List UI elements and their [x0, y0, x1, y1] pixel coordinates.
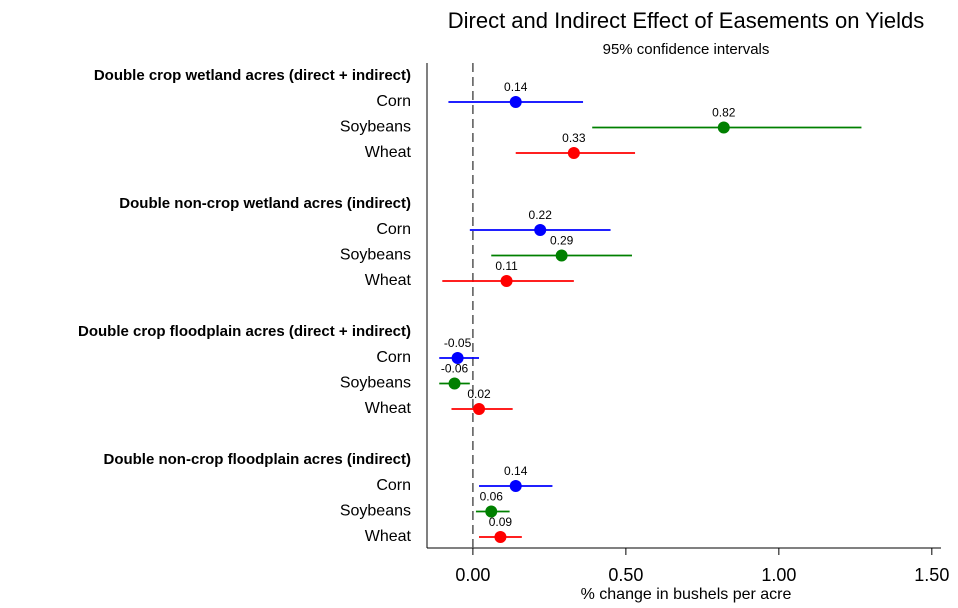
- value-label: 0.22: [529, 208, 553, 222]
- value-label: 0.14: [504, 80, 528, 94]
- x-tick-label: 0.00: [455, 565, 490, 585]
- row-label: Soybeans: [340, 503, 411, 520]
- estimate-point: [485, 505, 498, 518]
- x-axis-label: % change in bushels per acre: [581, 586, 792, 603]
- value-label: 0.06: [480, 490, 504, 504]
- estimate-point: [534, 224, 547, 236]
- estimate-point: [448, 377, 461, 390]
- value-label: -0.05: [444, 336, 472, 350]
- value-label: 0.29: [550, 234, 574, 248]
- value-label: 0.09: [489, 515, 513, 529]
- row-label: Corn: [376, 477, 411, 494]
- row-label: Wheat: [365, 272, 412, 289]
- estimate-point: [500, 275, 513, 287]
- group-label: Double non-crop floodplain acres (indire…: [103, 451, 411, 468]
- x-tick-label: 1.00: [761, 565, 796, 585]
- value-label: -0.06: [441, 362, 469, 376]
- chart-subtitle: 95% confidence intervals: [603, 41, 770, 58]
- value-label: 0.33: [562, 131, 586, 145]
- estimate-point: [555, 249, 568, 262]
- x-tick-label: 0.50: [608, 565, 643, 585]
- estimate-point: [473, 403, 486, 415]
- estimate-point: [717, 121, 730, 134]
- estimate-point: [509, 96, 522, 108]
- row-label: Corn: [376, 221, 411, 238]
- row-label: Wheat: [365, 144, 412, 161]
- value-label: 0.82: [712, 106, 736, 120]
- row-label: Wheat: [365, 528, 412, 545]
- value-label: 0.11: [495, 259, 518, 273]
- estimate-point: [494, 531, 507, 543]
- group-label: Double crop wetland acres (direct + indi…: [94, 67, 411, 84]
- group-label: Double crop floodplain acres (direct + i…: [78, 323, 411, 340]
- group-label: Double non-crop wetland acres (indirect): [119, 195, 411, 212]
- row-label: Corn: [376, 349, 411, 366]
- estimate-point: [567, 147, 580, 159]
- chart-title: Direct and Indirect Effect of Easements …: [448, 8, 925, 33]
- value-label: 0.14: [504, 464, 528, 478]
- value-label: 0.02: [467, 387, 491, 401]
- estimate-point: [509, 480, 522, 492]
- row-label: Wheat: [365, 400, 412, 417]
- row-label: Soybeans: [340, 375, 411, 392]
- row-label: Soybeans: [340, 247, 411, 264]
- x-tick-label: 1.50: [914, 565, 949, 585]
- estimate-point: [451, 352, 464, 364]
- row-label: Soybeans: [340, 119, 411, 136]
- row-label: Corn: [376, 93, 411, 110]
